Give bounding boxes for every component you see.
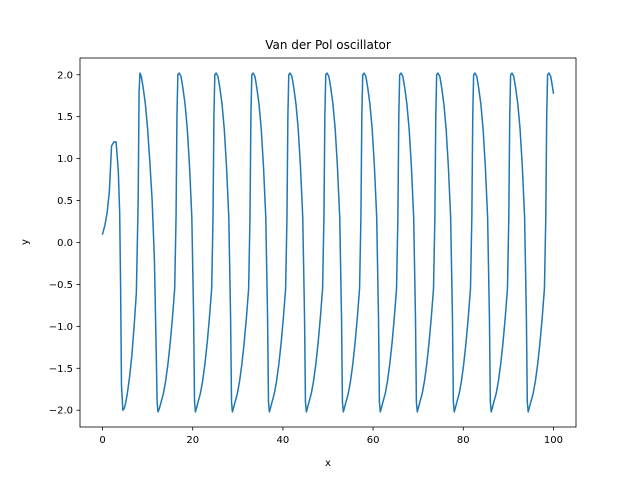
plot-frame (79, 57, 577, 428)
y-axis-label: y (20, 239, 31, 245)
y-tick-label: 2.0 (57, 70, 73, 81)
series-line (101, 72, 555, 413)
plot-area (101, 72, 555, 413)
y-tick-label: 0.5 (57, 196, 73, 207)
y-tick-label: −0.5 (49, 280, 73, 291)
y-tick-label: 1.0 (57, 154, 73, 165)
x-axis-ticks: 0 20 40 60 80 100 (99, 427, 563, 446)
y-tick-label: 1.5 (57, 112, 73, 123)
x-tick-label: 60 (367, 435, 380, 446)
y-tick-label: −1.0 (49, 322, 73, 333)
y-axis-ticks: −2.0 −1.5 −1.0 −0.5 0.0 0.5 1.0 1.5 2.0 (49, 70, 80, 417)
x-tick-label: 20 (186, 435, 199, 446)
x-tick-label: 0 (99, 435, 105, 446)
x-tick-label: 100 (544, 435, 563, 446)
y-tick-label: −1.5 (49, 364, 73, 375)
chart-title: Van der Pol oscillator (265, 38, 391, 52)
y-tick-label: −2.0 (49, 406, 73, 417)
x-tick-label: 80 (457, 435, 470, 446)
x-tick-label: 40 (277, 435, 290, 446)
y-tick-label: 0.0 (57, 238, 73, 249)
x-axis-label: x (325, 458, 331, 469)
